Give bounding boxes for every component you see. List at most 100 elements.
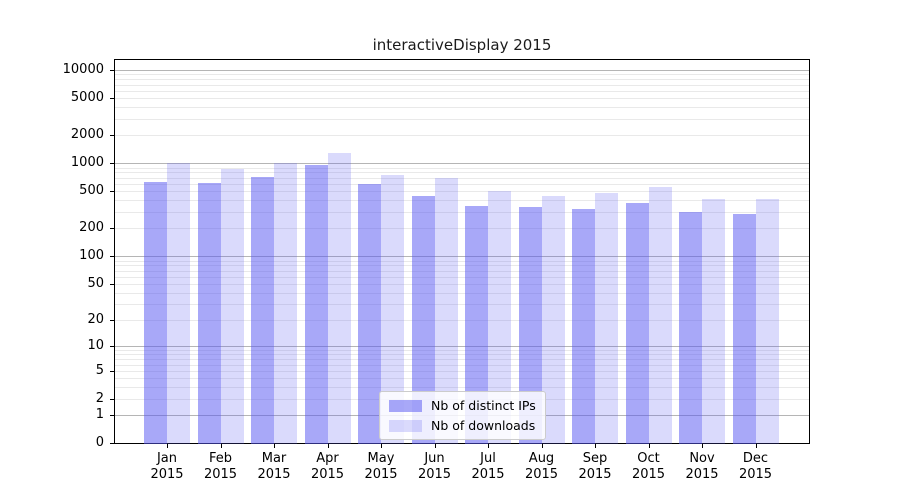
y-tick-mark xyxy=(110,163,114,165)
y-tick-mark xyxy=(110,191,114,193)
bar-downloads-jun xyxy=(434,178,458,444)
minor-gridline xyxy=(115,172,809,174)
x-tick-mark xyxy=(488,444,489,448)
x-tick-label-mar: Mar 2015 xyxy=(257,451,291,482)
major-gridline xyxy=(115,70,809,72)
minor-gridline xyxy=(115,74,809,76)
legend-entry-downloads: Nb of downloads xyxy=(389,418,536,433)
minor-gridline xyxy=(115,79,809,81)
bar-ips-nov xyxy=(679,212,702,444)
bar-downloads-mar xyxy=(274,163,297,444)
y-tick-label: 2000 xyxy=(70,127,104,143)
legend-swatch-downloads xyxy=(389,419,422,432)
minor-gridline xyxy=(115,177,809,179)
x-tick-mark xyxy=(434,444,436,448)
minor-gridline xyxy=(115,319,809,321)
y-tick-label: 10 xyxy=(87,338,104,354)
minor-gridline xyxy=(115,191,809,193)
bar-downloads-apr xyxy=(327,153,351,444)
y-tick-mark xyxy=(110,256,114,258)
x-tick-mark xyxy=(595,444,596,448)
minor-gridline xyxy=(115,212,809,213)
x-tick-mark xyxy=(648,444,650,448)
x-tick-label-sep: Sep 2015 xyxy=(578,451,612,482)
x-tick-label-aug: Aug 2015 xyxy=(524,451,559,482)
legend: Nb of distinct IPs Nb of downloads xyxy=(379,391,546,440)
minor-gridline xyxy=(115,228,809,230)
minor-gridline xyxy=(115,135,809,137)
legend-label-distinct-ips: Nb of distinct IPs xyxy=(431,398,536,413)
x-tick-label-jul: Jul 2015 xyxy=(471,451,505,482)
bar-ips-aug xyxy=(518,207,542,444)
minor-gridline xyxy=(115,84,809,86)
y-tick-label: 200 xyxy=(79,220,104,236)
y-tick-label: 5000 xyxy=(70,90,104,106)
major-gridline xyxy=(115,256,809,258)
minor-gridline xyxy=(115,265,809,267)
minor-gridline xyxy=(115,276,809,278)
y-tick-mark xyxy=(110,70,114,72)
y-tick-mark xyxy=(110,319,114,321)
x-tick-label-nov: Nov 2015 xyxy=(685,451,719,482)
y-tick-label: 5 xyxy=(95,362,104,378)
y-tick-label: 1 xyxy=(95,407,104,423)
y-tick-label: 0 xyxy=(95,435,104,451)
x-tick-label-feb: Feb 2015 xyxy=(203,451,238,482)
bar-downloads-may xyxy=(381,175,404,444)
minor-gridline xyxy=(115,364,809,366)
x-tick-mark xyxy=(327,444,329,448)
minor-gridline xyxy=(115,107,809,109)
bar-downloads-jan xyxy=(167,163,190,444)
minor-gridline xyxy=(115,90,809,92)
minor-gridline xyxy=(115,270,809,272)
y-tick-mark xyxy=(110,135,114,137)
bar-downloads-dec xyxy=(755,199,779,444)
minor-gridline xyxy=(115,354,809,356)
x-tick-label-oct: Oct 2015 xyxy=(631,451,666,482)
x-tick-mark xyxy=(381,444,382,448)
x-tick-mark xyxy=(541,444,543,448)
y-tick-mark xyxy=(110,398,114,400)
bar-ips-jan xyxy=(144,182,167,444)
minor-gridline xyxy=(115,167,809,169)
chart-title: interactiveDisplay 2015 xyxy=(372,36,552,54)
bar-ips-feb xyxy=(197,183,221,444)
bar-ips-may xyxy=(358,184,381,444)
y-tick-mark xyxy=(110,346,114,348)
y-tick-label: 2 xyxy=(95,390,104,406)
bar-downloads-nov xyxy=(702,198,725,444)
minor-gridline xyxy=(115,387,809,389)
y-tick-mark xyxy=(110,415,114,417)
major-gridline xyxy=(115,346,809,348)
minor-gridline xyxy=(115,118,809,120)
bar-downloads-sep xyxy=(595,192,618,444)
legend-label-downloads: Nb of downloads xyxy=(431,418,536,433)
y-tick-mark xyxy=(110,370,114,372)
legend-swatch-distinct-ips xyxy=(389,399,422,412)
minor-gridline xyxy=(115,200,809,202)
bar-ips-oct xyxy=(625,202,649,444)
minor-gridline xyxy=(115,184,809,185)
x-tick-label-dec: Dec 2015 xyxy=(738,451,773,482)
x-tick-label-apr: Apr 2015 xyxy=(310,451,345,482)
bar-ips-dec xyxy=(732,214,756,444)
plot-area xyxy=(114,59,810,444)
legend-entry-distinct-ips: Nb of distinct IPs xyxy=(389,398,536,413)
bar-downloads-feb xyxy=(220,169,244,444)
y-tick-label: 50 xyxy=(87,276,104,291)
x-tick-mark xyxy=(167,444,168,448)
x-tick-mark xyxy=(702,444,703,448)
x-tick-mark xyxy=(755,444,757,448)
bar-ips-sep xyxy=(572,208,595,444)
minor-gridline xyxy=(115,304,809,306)
bar-downloads-jul xyxy=(488,191,511,444)
y-tick-label: 500 xyxy=(79,183,104,199)
y-tick-label: 1000 xyxy=(70,155,104,171)
bar-downloads-oct xyxy=(648,187,672,444)
bar-downloads-aug xyxy=(541,196,565,444)
y-tick-label: 10000 xyxy=(62,62,104,78)
minor-gridline xyxy=(115,260,809,262)
minor-gridline xyxy=(115,292,809,294)
minor-gridline xyxy=(115,370,809,372)
